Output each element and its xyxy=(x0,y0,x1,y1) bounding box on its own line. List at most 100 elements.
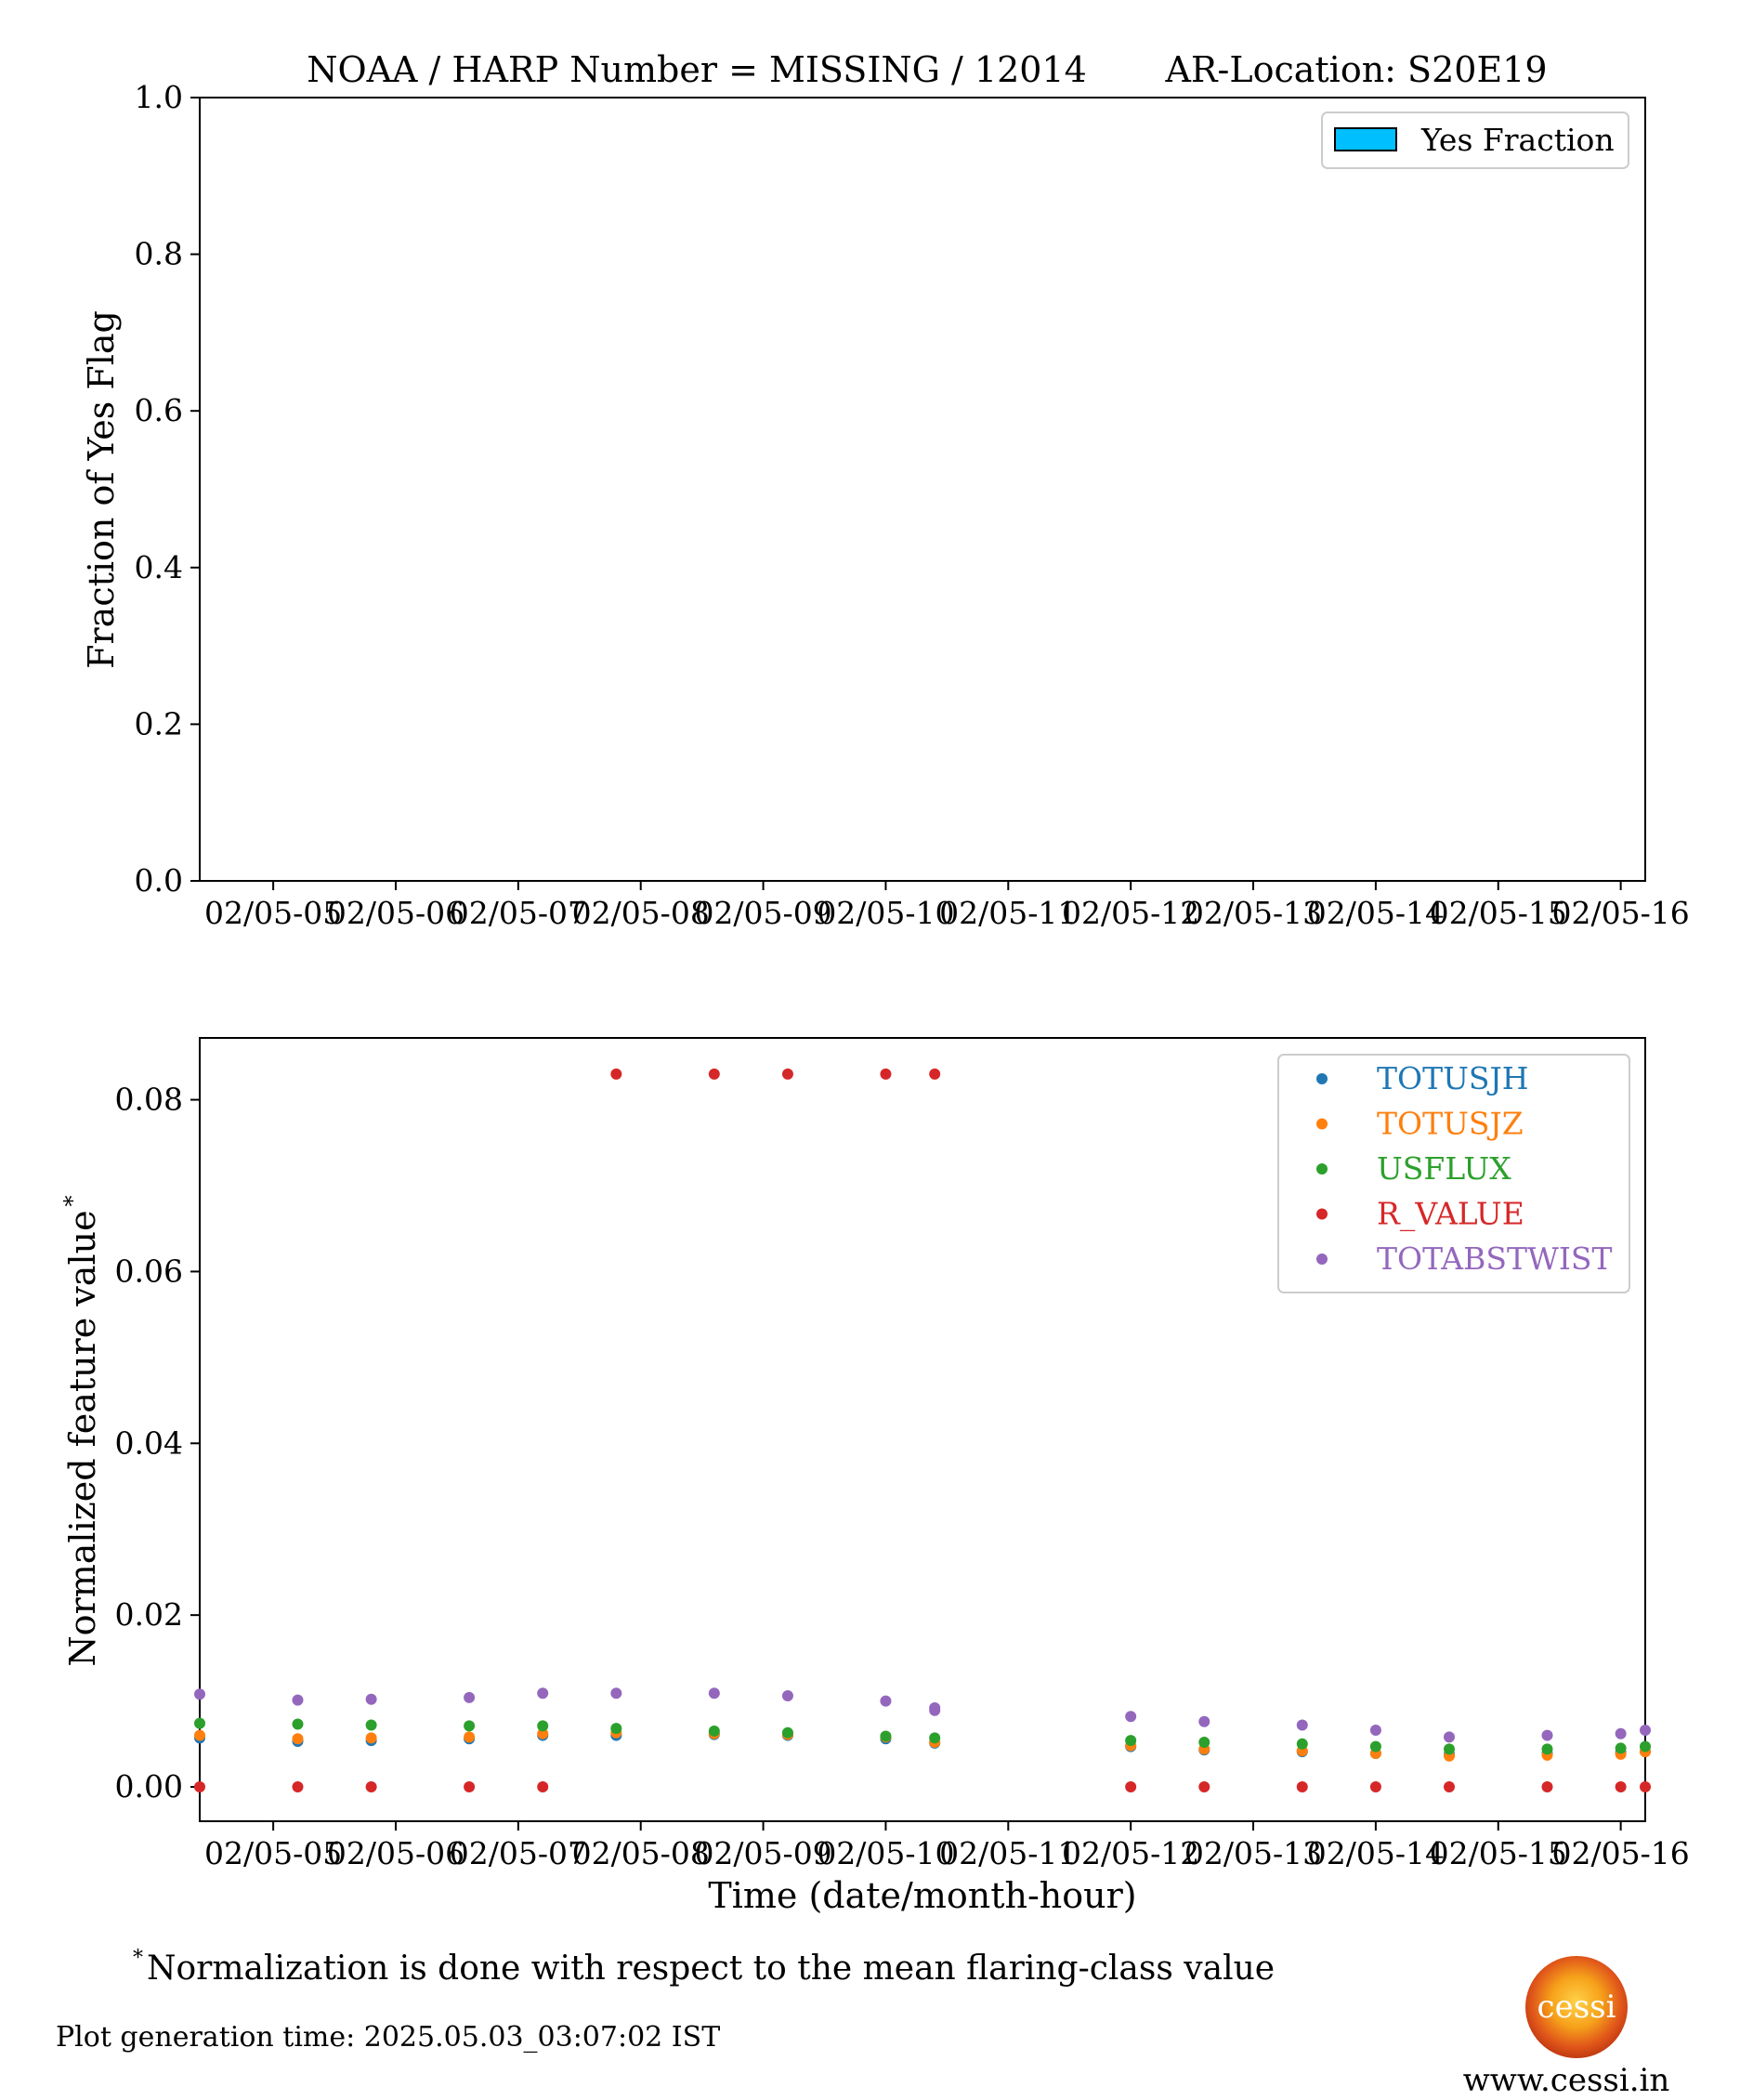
top-plot-frame xyxy=(199,97,1646,882)
point-totabstwist xyxy=(929,1701,941,1713)
y-tick-label: 0.4 xyxy=(135,549,183,585)
y-tick-label: 0.0 xyxy=(135,862,183,899)
point-r-value xyxy=(1615,1781,1627,1793)
point-totabstwist xyxy=(1125,1711,1137,1723)
top-y-axis: 0.0 0.2 0.4 0.6 0.8 1.0 xyxy=(135,79,200,899)
x-tick-label: 02/05-12 xyxy=(1062,1835,1199,1871)
x-tick-label: 02/05-05 xyxy=(204,1835,342,1871)
scatter-points xyxy=(194,1068,1651,1793)
point-r-value xyxy=(365,1781,377,1793)
logo-text: cessi xyxy=(1537,1988,1616,2026)
point-usflux xyxy=(1125,1735,1137,1747)
y-tick-label: 0.04 xyxy=(115,1424,183,1461)
legend-marker-usflux xyxy=(1316,1163,1328,1175)
point-totabstwist xyxy=(610,1687,622,1700)
top-legend-box xyxy=(1321,112,1629,169)
legend-label-usflux: USFLUX xyxy=(1377,1150,1511,1187)
top-legend: Yes Fraction xyxy=(1321,112,1629,169)
point-usflux xyxy=(1640,1740,1651,1752)
x-tick-label: 02/05-11 xyxy=(939,1835,1077,1871)
point-usflux xyxy=(880,1730,892,1742)
point-usflux xyxy=(1369,1740,1381,1752)
point-totabstwist xyxy=(1541,1729,1553,1741)
point-r-value xyxy=(880,1068,892,1080)
ar-location: AR-Location: S20E19 xyxy=(1164,49,1547,90)
x-tick-label: 02/05-13 xyxy=(1184,1835,1322,1871)
x-tick-label: 02/05-06 xyxy=(327,895,464,931)
point-totabstwist xyxy=(1296,1719,1308,1731)
point-usflux xyxy=(708,1725,720,1737)
point-totabstwist xyxy=(1198,1715,1210,1727)
bottom-chart: 0.000.020.040.060.08 02/05-0502/05-0602/… xyxy=(59,1037,1690,1916)
point-r-value xyxy=(1369,1781,1381,1793)
y-tick-label: 1.0 xyxy=(135,79,183,115)
legend-marker-totusjz xyxy=(1316,1118,1328,1130)
sun-logo-icon xyxy=(1525,1956,1628,2058)
point-totusjz xyxy=(537,1727,549,1739)
website-link[interactable]: www.cessi.in xyxy=(1463,2062,1670,2099)
point-r-value xyxy=(1125,1781,1137,1793)
legend-marker-totusjh xyxy=(1316,1073,1328,1084)
y-tick-label: 0.8 xyxy=(135,236,183,272)
x-tick-label: 02/05-13 xyxy=(1184,895,1322,931)
bottom-legend: TOTUSJH TOTUSJZ USFLUX R_VALUE TOTABSTWIST xyxy=(1277,1054,1630,1293)
x-tick-label: 02/05-09 xyxy=(694,895,831,931)
point-usflux xyxy=(1444,1743,1456,1755)
point-r-value xyxy=(929,1068,941,1080)
x-tick-label: 02/05-08 xyxy=(572,895,710,931)
point-usflux xyxy=(1296,1738,1308,1750)
point-r-value xyxy=(292,1781,304,1793)
x-tick-label: 02/05-10 xyxy=(817,1835,954,1871)
y-tick-label: 0.2 xyxy=(135,705,183,742)
point-totabstwist xyxy=(537,1687,549,1700)
y-tick-label: 0.6 xyxy=(135,392,183,428)
x-tick-label: 02/05-09 xyxy=(694,1835,831,1871)
x-tick-label: 02/05-08 xyxy=(572,1835,710,1871)
x-tick-label: 02/05-06 xyxy=(327,1835,464,1871)
bottom-plot-frame xyxy=(199,1037,1646,1822)
point-totabstwist xyxy=(194,1688,205,1700)
x-tick-label: 02/05-14 xyxy=(1307,1835,1445,1871)
point-usflux xyxy=(365,1719,377,1731)
point-totabstwist xyxy=(365,1693,377,1705)
point-usflux xyxy=(1541,1743,1553,1755)
x-tick-label: 02/05-11 xyxy=(939,895,1077,931)
legend-label-totusjh: TOTUSJH xyxy=(1377,1060,1529,1096)
point-usflux xyxy=(929,1732,941,1744)
legend-marker-r-value xyxy=(1316,1208,1328,1220)
point-usflux xyxy=(537,1720,549,1732)
y-tick-label: 0.00 xyxy=(115,1768,183,1805)
point-r-value xyxy=(194,1781,205,1793)
point-usflux xyxy=(781,1726,793,1739)
x-tick-label: 02/05-16 xyxy=(1552,1835,1690,1871)
legend-marker-totabstwist xyxy=(1316,1253,1328,1265)
point-totabstwist xyxy=(880,1695,892,1707)
x-tick-label: 02/05-07 xyxy=(450,895,587,931)
x-tick-label: 02/05-10 xyxy=(817,895,954,931)
x-tick-label: 02/05-12 xyxy=(1062,895,1199,931)
plot-generation-time: Plot generation time: 2025.05.03_03:07:0… xyxy=(56,2021,720,2054)
x-tick-label: 02/05-15 xyxy=(1430,895,1567,931)
legend-label-yes-fraction: Yes Fraction xyxy=(1420,122,1615,158)
legend-label-r-value: R_VALUE xyxy=(1377,1196,1524,1233)
point-r-value xyxy=(1296,1781,1308,1793)
point-usflux xyxy=(194,1717,205,1729)
point-r-value xyxy=(1444,1781,1456,1793)
point-totabstwist xyxy=(1640,1725,1651,1737)
x-tick-label: 02/05-16 xyxy=(1552,895,1690,931)
point-totusjz xyxy=(365,1732,377,1744)
point-totabstwist xyxy=(781,1690,793,1702)
point-totusjz xyxy=(292,1733,304,1745)
point-totusjz xyxy=(464,1731,476,1743)
x-tick-label: 02/05-15 xyxy=(1430,1835,1567,1871)
bottom-x-axis-label: Time (date/month-hour) xyxy=(708,1875,1136,1916)
bottom-y-axis: 0.00 0.02 0.04 0.06 0.08 xyxy=(115,1082,200,1805)
bottom-x-axis: 02/05-0502/05-0602/05-0702/05-0802/05-09… xyxy=(204,1821,1690,1871)
point-usflux xyxy=(464,1720,476,1732)
point-totabstwist xyxy=(1444,1731,1456,1743)
y-tick-label: 0.02 xyxy=(115,1596,183,1633)
point-r-value xyxy=(1198,1781,1210,1793)
x-tick-label: 02/05-14 xyxy=(1307,895,1445,931)
point-usflux xyxy=(1615,1742,1627,1754)
